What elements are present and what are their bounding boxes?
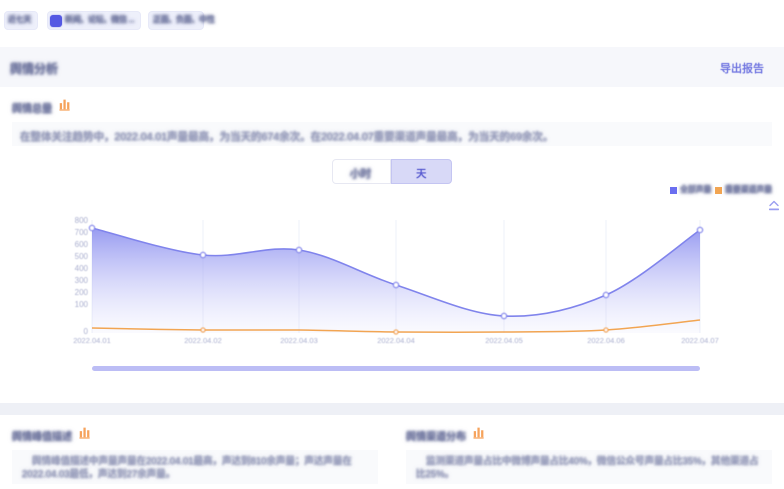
svg-text:600: 600 bbox=[75, 240, 89, 249]
svg-text:100: 100 bbox=[75, 300, 89, 309]
svg-text:200: 200 bbox=[75, 288, 89, 297]
svg-text:700: 700 bbox=[75, 228, 89, 237]
svg-text:2022.04.03: 2022.04.03 bbox=[280, 336, 318, 345]
svg-text:2022.04.05: 2022.04.05 bbox=[485, 336, 523, 345]
svg-text:2022.04.07: 2022.04.07 bbox=[681, 336, 719, 345]
svg-text:500: 500 bbox=[75, 252, 89, 261]
svg-text:2022.04.04: 2022.04.04 bbox=[377, 336, 415, 345]
svg-text:300: 300 bbox=[75, 276, 89, 285]
svg-text:400: 400 bbox=[75, 264, 89, 273]
svg-text:800: 800 bbox=[75, 216, 89, 225]
svg-text:2022.04.01: 2022.04.01 bbox=[73, 336, 111, 345]
svg-text:2022.04.06: 2022.04.06 bbox=[587, 336, 625, 345]
svg-text:0: 0 bbox=[84, 327, 89, 336]
svg-text:2022.04.02: 2022.04.02 bbox=[184, 336, 222, 345]
